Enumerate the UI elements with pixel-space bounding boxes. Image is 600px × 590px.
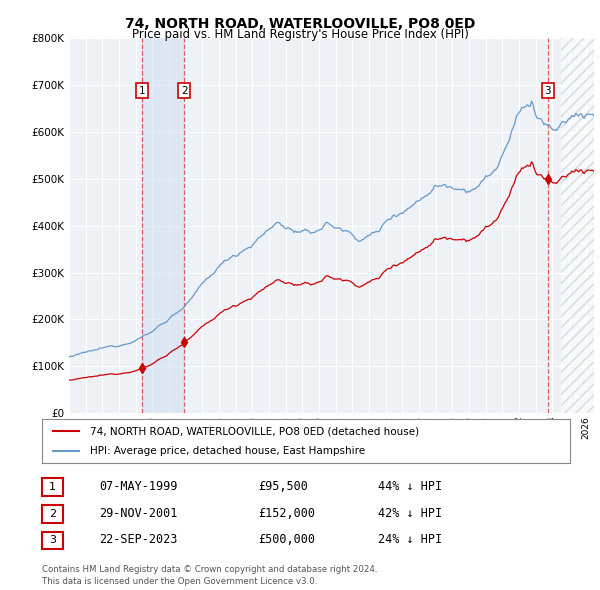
Text: 29-NOV-2001: 29-NOV-2001 — [99, 507, 178, 520]
Text: 42% ↓ HPI: 42% ↓ HPI — [378, 507, 442, 520]
Text: 1: 1 — [49, 483, 56, 492]
Text: 2: 2 — [181, 86, 188, 96]
Text: £95,500: £95,500 — [258, 480, 308, 493]
Bar — [560, 38, 594, 413]
Text: £500,000: £500,000 — [258, 533, 315, 546]
Text: 24% ↓ HPI: 24% ↓ HPI — [378, 533, 442, 546]
Text: 22-SEP-2023: 22-SEP-2023 — [99, 533, 178, 546]
Text: HPI: Average price, detached house, East Hampshire: HPI: Average price, detached house, East… — [89, 446, 365, 455]
Text: 3: 3 — [545, 86, 551, 96]
Text: 07-MAY-1999: 07-MAY-1999 — [99, 480, 178, 493]
Text: 3: 3 — [49, 536, 56, 545]
Text: 74, NORTH ROAD, WATERLOOVILLE, PO8 0ED (detached house): 74, NORTH ROAD, WATERLOOVILLE, PO8 0ED (… — [89, 427, 419, 436]
Text: 1: 1 — [139, 86, 145, 96]
Text: 2: 2 — [49, 509, 56, 519]
Text: Contains HM Land Registry data © Crown copyright and database right 2024.: Contains HM Land Registry data © Crown c… — [42, 565, 377, 574]
Bar — [142, 38, 184, 413]
Text: £152,000: £152,000 — [258, 507, 315, 520]
Text: Price paid vs. HM Land Registry's House Price Index (HPI): Price paid vs. HM Land Registry's House … — [131, 28, 469, 41]
Text: This data is licensed under the Open Government Licence v3.0.: This data is licensed under the Open Gov… — [42, 577, 317, 586]
Text: 44% ↓ HPI: 44% ↓ HPI — [378, 480, 442, 493]
Text: 74, NORTH ROAD, WATERLOOVILLE, PO8 0ED: 74, NORTH ROAD, WATERLOOVILLE, PO8 0ED — [125, 17, 475, 31]
Bar — [560, 38, 594, 413]
